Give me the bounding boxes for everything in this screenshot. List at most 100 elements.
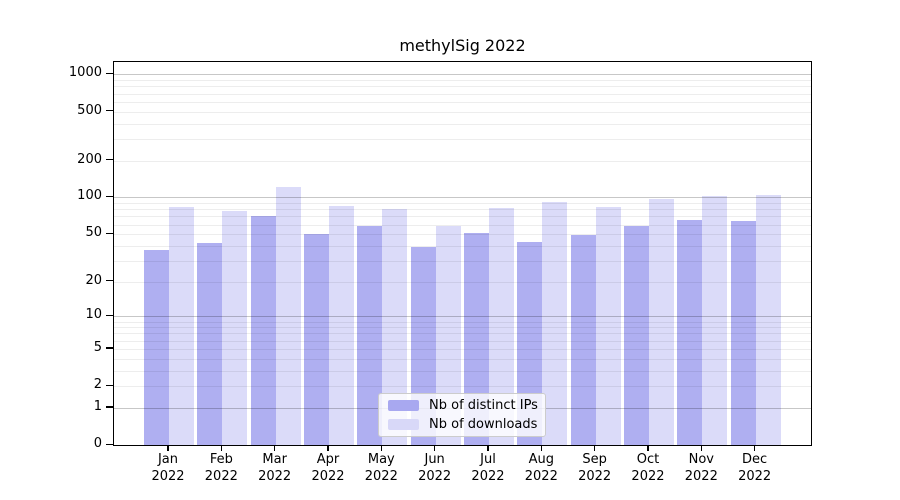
gridline-minor — [114, 101, 811, 103]
y-tick-mark — [106, 232, 113, 234]
x-tick-label: Mar 2022 — [235, 452, 315, 485]
x-tick-mark — [327, 445, 329, 451]
x-tick-year: 2022 — [738, 468, 772, 484]
gridline-minor — [114, 86, 811, 88]
x-tick-year: 2022 — [524, 468, 558, 484]
bar-ips-oct — [623, 226, 649, 445]
x-tick-mark — [167, 445, 169, 451]
x-tick-mark — [700, 445, 702, 451]
x-tick-month: Sep — [582, 452, 607, 467]
gridline-minor — [114, 358, 811, 360]
bar-ips-apr — [303, 234, 329, 445]
bar-ips-jan — [144, 249, 169, 445]
x-tick-year: 2022 — [311, 468, 345, 484]
y-tick-mark — [106, 347, 113, 349]
y-tick-label: 2 — [93, 377, 102, 393]
x-tick-mark — [220, 445, 222, 451]
x-tick-label: Nov 2022 — [661, 452, 741, 485]
gridline-minor — [114, 80, 811, 82]
bar-downloads-mar — [275, 186, 301, 445]
gridline-minor — [114, 260, 811, 262]
x-tick-label: Jun 2022 — [395, 452, 475, 485]
bar-downloads-aug — [542, 201, 568, 445]
x-tick-label: May 2022 — [341, 452, 421, 485]
legend: Nb of distinct IPs Nb of downloads — [378, 393, 546, 437]
x-tick-mark — [540, 445, 542, 451]
x-tick-year: 2022 — [151, 468, 185, 484]
x-tick-month: Apr — [316, 452, 340, 467]
y-tick-mark — [106, 159, 113, 161]
gridline-minor — [114, 234, 811, 236]
x-tick-mark — [594, 445, 596, 451]
x-tick-label: Oct 2022 — [608, 452, 688, 485]
x-tick-label: Apr 2022 — [288, 452, 368, 485]
x-tick-month: Feb — [209, 452, 233, 467]
gridline-minor — [114, 327, 811, 329]
bar-downloads-oct — [648, 198, 674, 445]
gridline-minor — [114, 93, 811, 95]
bar-ips-feb — [197, 243, 223, 445]
x-tick-month: May — [367, 452, 395, 467]
x-tick-month: Oct — [636, 452, 660, 467]
y-tick-label: 500 — [77, 102, 102, 118]
x-tick-month: Aug — [528, 452, 554, 467]
gridline-minor — [114, 245, 811, 247]
x-tick-year: 2022 — [578, 468, 612, 484]
y-tick-label: 0 — [93, 436, 102, 451]
gridline-minor — [114, 203, 811, 205]
x-tick-label: Jul 2022 — [448, 452, 528, 485]
y-tick-label: 10 — [85, 307, 102, 323]
legend-label-distinct-ips: Nb of distinct IPs — [429, 398, 538, 413]
x-tick-mark — [274, 445, 276, 451]
x-tick-mark — [380, 445, 382, 451]
bar-ips-mar — [250, 216, 276, 445]
bar-downloads-apr — [328, 206, 354, 445]
x-tick-month: Jul — [480, 452, 496, 467]
y-tick-label: 50 — [85, 225, 102, 241]
x-tick-label: Feb 2022 — [181, 452, 261, 485]
y-tick-mark — [106, 443, 113, 445]
x-tick-year: 2022 — [204, 468, 238, 484]
y-tick-mark — [106, 406, 113, 408]
y-tick-label: 5 — [93, 339, 102, 355]
bar-downloads-feb — [222, 210, 248, 445]
gridline-minor — [114, 281, 811, 283]
gridline-minor — [114, 123, 811, 125]
chart-title: methylSig 2022 — [399, 36, 526, 55]
y-tick-label: 1 — [93, 398, 102, 414]
gridline-major — [114, 197, 811, 199]
x-tick-label: Sep 2022 — [555, 452, 635, 485]
legend-swatch-distinct-ips — [388, 400, 419, 411]
gridline-minor — [114, 321, 811, 323]
y-tick-label: 1000 — [68, 65, 102, 81]
x-tick-year: 2022 — [258, 468, 292, 484]
gridline-minor — [114, 348, 811, 350]
legend-row-distinct-ips: Nb of distinct IPs — [388, 398, 545, 413]
x-tick-month: Dec — [742, 452, 768, 467]
gridline-minor — [114, 138, 811, 140]
bar-downloads-nov — [702, 196, 728, 445]
y-tick-mark — [106, 280, 113, 282]
x-tick-month: Mar — [262, 452, 287, 467]
legend-row-downloads: Nb of downloads — [388, 417, 545, 432]
gridline-minor — [114, 216, 811, 218]
x-tick-year: 2022 — [684, 468, 718, 484]
legend-label-downloads: Nb of downloads — [429, 417, 538, 432]
y-tick-mark — [106, 72, 113, 75]
x-tick-label: Dec 2022 — [715, 452, 795, 485]
bar-downloads-jan — [169, 207, 194, 445]
x-tick-year: 2022 — [631, 468, 665, 484]
y-tick-label: 200 — [77, 151, 102, 167]
x-tick-month: Jan — [157, 452, 179, 467]
gridline-minor — [114, 111, 811, 113]
gridline-minor — [114, 333, 811, 335]
bar-downloads-sep — [595, 206, 621, 445]
x-tick-month: Nov — [688, 452, 714, 467]
gridline-minor — [114, 224, 811, 226]
plot-area — [113, 61, 812, 446]
x-tick-mark — [434, 445, 436, 451]
x-tick-year: 2022 — [364, 468, 398, 484]
x-tick-year: 2022 — [471, 468, 505, 484]
gridline-minor — [114, 340, 811, 342]
gridline-major — [114, 74, 811, 76]
